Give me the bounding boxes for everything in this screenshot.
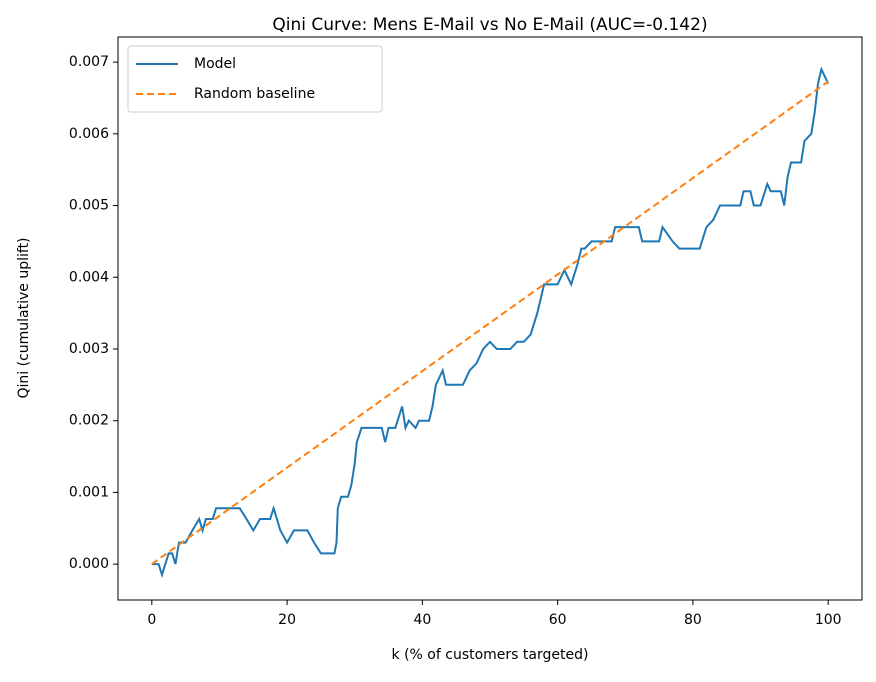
x-tick-label: 20 — [278, 612, 296, 628]
plot-frame — [117, 36, 863, 601]
y-tick-label: 0.005 — [69, 198, 109, 214]
y-tick-label: 0.001 — [69, 484, 109, 500]
y-tick-label: 0.000 — [69, 556, 109, 572]
y-tick-label: 0.007 — [69, 54, 109, 70]
x-tick-label: 60 — [549, 612, 567, 628]
x-tick-label: 40 — [413, 612, 431, 628]
chart-title: Qini Curve: Mens E-Mail vs No E-Mail (AU… — [272, 15, 707, 35]
y-tick-label: 0.003 — [69, 341, 109, 357]
legend-box — [127, 45, 383, 113]
legend-label: Model — [194, 56, 236, 72]
series-line — [151, 66, 830, 579]
legend-label: Random baseline — [194, 86, 315, 102]
x-tick-label: 80 — [684, 612, 702, 628]
x-tick-label: 100 — [815, 612, 842, 628]
x-tick-label: 0 — [147, 612, 156, 628]
y-tick-label: 0.002 — [69, 413, 109, 429]
y-axis-label: Qini (cumulative uplift) — [16, 237, 32, 398]
series-line — [151, 80, 829, 565]
x-axis-label: k (% of customers targeted) — [392, 647, 589, 663]
y-tick-label: 0.006 — [69, 126, 109, 142]
y-tick-label: 0.004 — [69, 269, 109, 285]
